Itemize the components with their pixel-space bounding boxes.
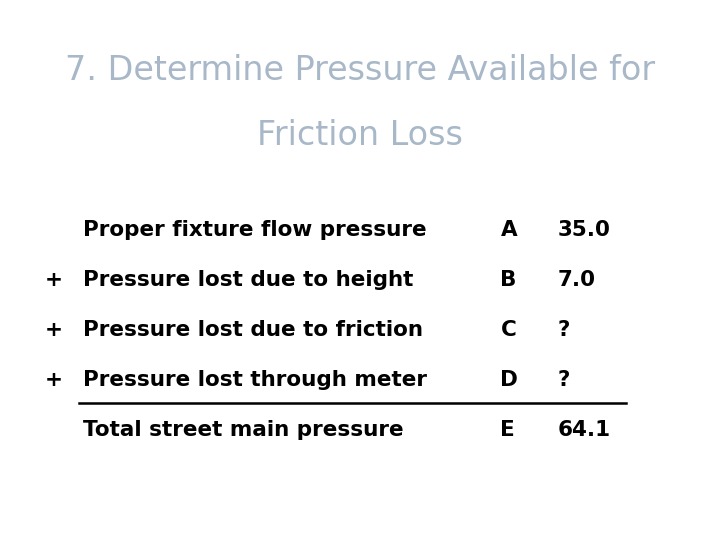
Text: +: + [45, 269, 63, 290]
Text: B: B [500, 269, 517, 290]
Text: ?: ? [558, 370, 570, 390]
Text: A: A [500, 219, 517, 240]
Text: C: C [500, 320, 516, 340]
Text: 7.0: 7.0 [558, 269, 596, 290]
Text: +: + [45, 320, 63, 340]
Text: Friction Loss: Friction Loss [257, 119, 463, 152]
Text: +: + [45, 370, 63, 390]
Text: Proper fixture flow pressure: Proper fixture flow pressure [83, 219, 426, 240]
Text: Pressure lost through meter: Pressure lost through meter [83, 370, 427, 390]
Text: Total street main pressure: Total street main pressure [83, 420, 403, 441]
Text: D: D [500, 370, 518, 390]
Text: 35.0: 35.0 [558, 219, 611, 240]
Text: Pressure lost due to height: Pressure lost due to height [83, 269, 413, 290]
Text: 7. Determine Pressure Available for: 7. Determine Pressure Available for [65, 54, 655, 87]
Text: ?: ? [558, 320, 570, 340]
Text: Pressure lost due to friction: Pressure lost due to friction [83, 320, 423, 340]
Text: E: E [500, 420, 515, 441]
Text: 64.1: 64.1 [558, 420, 611, 441]
